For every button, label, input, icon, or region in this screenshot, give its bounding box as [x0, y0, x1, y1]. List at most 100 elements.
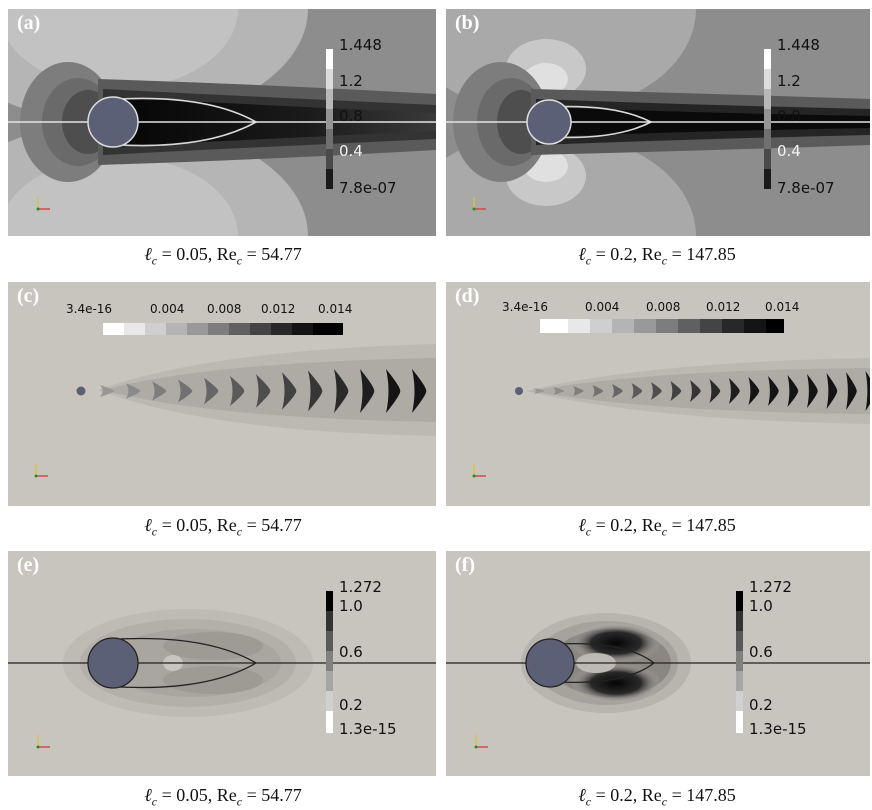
panel-a: (a) 1.448 1.2 0.8 0.4 7.8e-07 — [8, 9, 436, 236]
panel-label: (f) — [455, 554, 475, 576]
panel-c: (c) 3.4e-16 0.004 0.008 0.012 0.014 — [8, 282, 436, 506]
colorbar-label: 0.012 — [261, 302, 296, 316]
axis-triad-icon — [36, 197, 50, 211]
colorbar-label: 0.8 — [339, 107, 363, 125]
vortex-shape — [807, 374, 818, 408]
colorbar-label: 0.014 — [318, 302, 353, 316]
colorbar-label: 0.008 — [646, 300, 681, 314]
colorbar-label: 0.6 — [749, 643, 773, 661]
colorbar-label: 0.6 — [339, 643, 363, 661]
panel-label: (a) — [17, 12, 41, 34]
colorbar-label: 0.008 — [207, 302, 242, 316]
vortex-shape — [334, 369, 349, 413]
colorbar-f — [736, 591, 743, 733]
colorbar-label: 0.4 — [777, 142, 801, 160]
cylinder — [525, 638, 575, 688]
vortex-shape — [787, 375, 799, 407]
colorbar-label: 1.3e-15 — [749, 720, 807, 738]
vortex-shape — [651, 382, 662, 400]
colorbar-label: 1.2 — [339, 72, 363, 90]
colorbar-d — [540, 319, 784, 333]
colorbar-label: 1.448 — [339, 36, 382, 54]
caption-b: ℓc = 0.2, Rec = 147.85 — [578, 244, 736, 268]
cylinder — [515, 387, 523, 395]
colorbar-a — [326, 49, 333, 189]
velocity-field-b — [446, 9, 870, 236]
vortex-shape — [709, 379, 721, 403]
cylinder — [76, 386, 86, 396]
vortex-shape — [631, 383, 643, 399]
colorbar-label: 0.004 — [585, 300, 620, 314]
colorbar-label: 1.448 — [777, 36, 820, 54]
caption-f: ℓc = 0.2, Rec = 147.85 — [578, 785, 736, 809]
panel-d: (d) 3.4e-16 0.004 0.008 0.012 0.014 — [446, 282, 870, 506]
vortex-shape — [592, 385, 604, 397]
cylinder — [87, 637, 139, 689]
vortex-shape — [100, 385, 115, 397]
panel-label: (b) — [455, 12, 480, 34]
colorbar-label: 3.4e-16 — [502, 300, 549, 314]
caption-e: ℓc = 0.05, Rec = 54.77 — [144, 785, 302, 809]
vortex-shape — [748, 377, 760, 405]
vortex-shape — [386, 369, 401, 413]
cylinder — [526, 99, 572, 145]
axis-triad-icon — [34, 464, 48, 478]
panel-e: (e) 1.272 1.0 0.6 0.2 1.3e-15 — [8, 551, 436, 776]
axis-triad-icon — [474, 735, 488, 749]
vortex-shape — [178, 379, 193, 403]
vortex-shape — [690, 380, 701, 402]
colorbar-label: 3.4e-16 — [66, 302, 113, 316]
vortex-shape — [152, 381, 167, 401]
cylinder — [87, 96, 139, 148]
vortex-shape — [204, 377, 219, 405]
colorbar-label: 7.8e-07 — [339, 179, 397, 197]
colorbar-label: 1.0 — [749, 597, 773, 615]
vortex-shape — [230, 376, 245, 406]
axis-triad-icon — [472, 197, 486, 211]
vortex-shape — [826, 373, 838, 409]
vortex-shape — [729, 378, 740, 404]
panel-b: (b) 1.448 1.2 0.8 0.4 7.8e-07 — [446, 9, 870, 236]
colorbar-c — [103, 323, 343, 335]
scalar-field-e — [8, 551, 436, 776]
colorbar-label: 0.2 — [749, 696, 773, 714]
colorbar-label: 0.004 — [150, 302, 185, 316]
panel-label: (c) — [17, 285, 40, 307]
scalar-field-c — [8, 282, 436, 506]
vortex-shape — [256, 374, 271, 408]
colorbar-b — [764, 49, 771, 189]
vortex-shape — [553, 387, 565, 395]
caption-c: ℓc = 0.05, Rec = 54.77 — [144, 515, 302, 539]
vortex-shape — [865, 371, 870, 411]
vortex-shape — [126, 383, 141, 399]
colorbar-label: 0.012 — [706, 300, 741, 314]
vortex-shape — [768, 376, 779, 406]
axis-triad-icon — [472, 464, 486, 478]
panel-label: (d) — [455, 285, 480, 307]
colorbar-label: 7.8e-07 — [777, 179, 835, 197]
colorbar-label: 1.272 — [749, 578, 792, 596]
panel-f: (f) 1.272 1.0 0.6 0.2 1.3e-15 — [446, 551, 870, 776]
vortex-shape — [670, 381, 682, 401]
vortex-shape — [573, 386, 584, 396]
colorbar-label: 0.2 — [339, 696, 363, 714]
scalar-field-d — [446, 282, 870, 506]
colorbar-label: 1.272 — [339, 578, 382, 596]
caption-a: ℓc = 0.05, Rec = 54.77 — [144, 244, 302, 268]
vortex-shape — [282, 372, 297, 410]
axis-triad-icon — [36, 735, 50, 749]
scalar-field-f — [446, 551, 870, 776]
vortex-shape — [846, 372, 857, 410]
panel-label: (e) — [17, 554, 40, 576]
colorbar-label: 0.4 — [339, 142, 363, 160]
colorbar-label: 0.8 — [777, 107, 801, 125]
caption-d: ℓc = 0.2, Rec = 147.85 — [578, 515, 736, 539]
vortex-shape — [360, 369, 375, 413]
velocity-field-a — [8, 9, 436, 236]
colorbar-label: 0.014 — [765, 300, 800, 314]
vortex-shape — [412, 369, 427, 413]
colorbar-e — [326, 591, 333, 733]
colorbar-label: 1.3e-15 — [339, 720, 397, 738]
colorbar-label: 1.0 — [339, 597, 363, 615]
colorbar-label: 1.2 — [777, 72, 801, 90]
